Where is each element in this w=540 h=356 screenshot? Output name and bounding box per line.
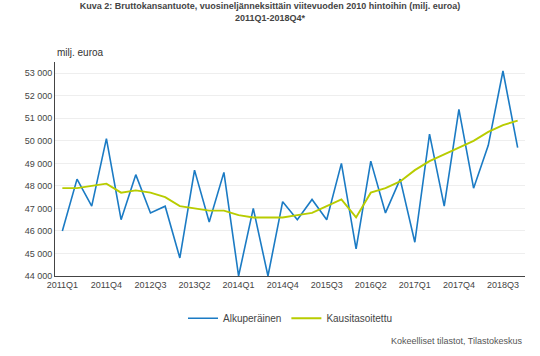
svg-text:Kokeelliset tilastot, Tilastok: Kokeelliset tilastot, Tilastokeskus (391, 336, 523, 346)
svg-text:Alkuperäinen: Alkuperäinen (223, 313, 281, 324)
svg-text:milj. euroa: milj. euroa (57, 47, 104, 58)
svg-text:2016Q2: 2016Q2 (355, 280, 387, 290)
svg-text:2011Q1: 2011Q1 (47, 280, 78, 290)
svg-text:49 000: 49 000 (25, 159, 53, 169)
svg-text:Kuva 2: Bruttokansantuote, vuo: Kuva 2: Bruttokansantuote, vuosineljänne… (80, 1, 461, 23)
svg-text:53 000: 53 000 (25, 68, 53, 78)
svg-text:45 000: 45 000 (25, 249, 53, 259)
svg-text:48 000: 48 000 (25, 181, 53, 191)
svg-text:2012Q3: 2012Q3 (134, 280, 166, 290)
svg-text:51 000: 51 000 (25, 113, 53, 123)
svg-text:2011Q4: 2011Q4 (91, 280, 122, 290)
svg-text:52 000: 52 000 (25, 91, 53, 101)
svg-text:46 000: 46 000 (25, 226, 53, 236)
svg-text:2017Q4: 2017Q4 (443, 280, 475, 290)
svg-text:50 000: 50 000 (25, 136, 53, 146)
svg-text:2015Q3: 2015Q3 (311, 280, 343, 290)
svg-text:Kausitasoitettu: Kausitasoitettu (326, 313, 392, 324)
svg-text:47 000: 47 000 (25, 204, 53, 214)
svg-text:2014Q4: 2014Q4 (267, 280, 299, 290)
svg-text:2013Q2: 2013Q2 (179, 280, 211, 290)
svg-text:2018Q3: 2018Q3 (487, 280, 519, 290)
svg-text:44 000: 44 000 (25, 271, 53, 281)
svg-text:2014Q1: 2014Q1 (223, 280, 255, 290)
svg-text:2017Q1: 2017Q1 (399, 280, 431, 290)
